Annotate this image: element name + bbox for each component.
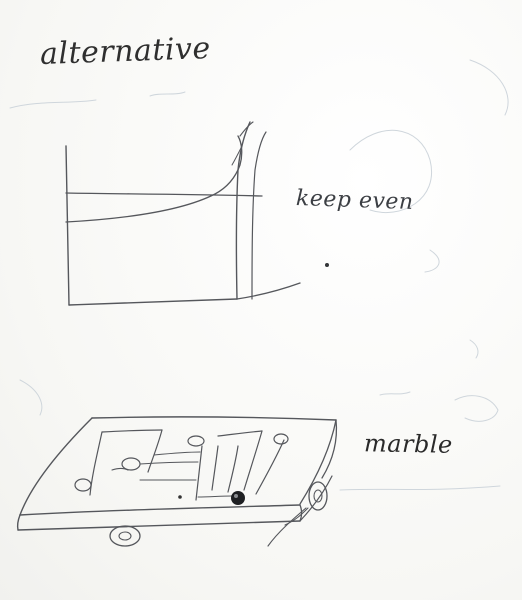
pencil-dot bbox=[325, 263, 329, 267]
tank-drawing bbox=[65, 121, 329, 306]
keep-even-note: keep even bbox=[295, 185, 414, 216]
marble-caption: marble bbox=[363, 429, 454, 459]
sketch-title: alternative bbox=[39, 31, 212, 72]
faint-background-marks bbox=[9, 59, 509, 491]
marble-ball bbox=[231, 491, 245, 505]
marble-highlight bbox=[234, 494, 238, 498]
pencil-dot bbox=[178, 495, 182, 499]
maze-board-drawing bbox=[16, 416, 338, 547]
